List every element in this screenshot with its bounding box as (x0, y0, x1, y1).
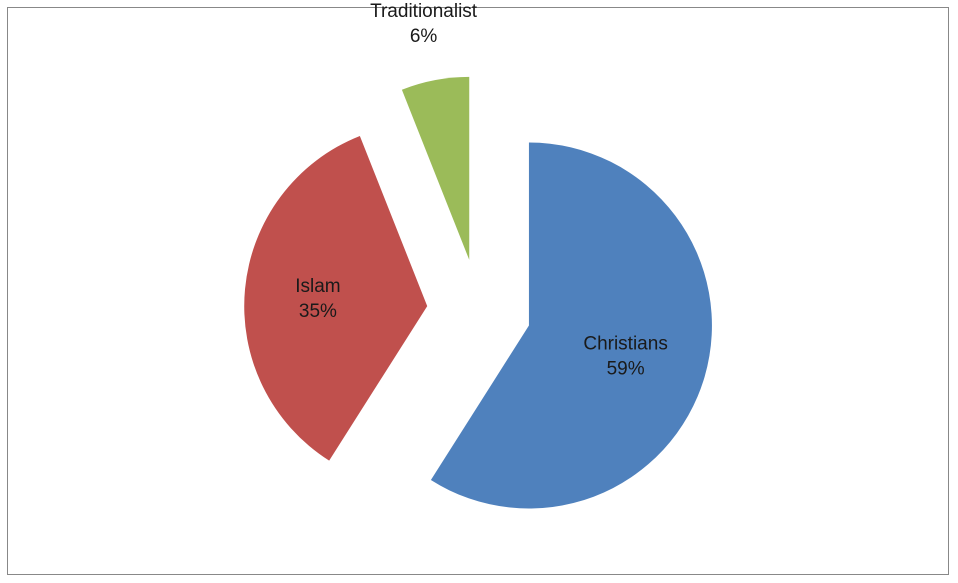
slice-category-label: Christians (583, 334, 667, 355)
pie-slice-islam (244, 135, 428, 461)
slice-label-traditionalist: Traditionalist 6% (370, 1, 478, 47)
slice-category-label: Traditionalist (370, 1, 478, 22)
slice-value-label: 6% (410, 26, 438, 47)
slice-value-label: 59% (607, 359, 645, 380)
pie-slice-christians (430, 142, 712, 509)
slice-label-islam: Islam 35% (295, 276, 340, 322)
pie-slices (244, 76, 712, 509)
slice-label-christians: Christians 59% (583, 334, 667, 380)
pie-slice-traditionalist (401, 76, 470, 260)
slice-value-label: 35% (299, 301, 337, 322)
pie-labels: Christians 59% Islam 35% Traditionalist 6% (295, 1, 668, 380)
slice-category-label: Islam (295, 276, 340, 297)
